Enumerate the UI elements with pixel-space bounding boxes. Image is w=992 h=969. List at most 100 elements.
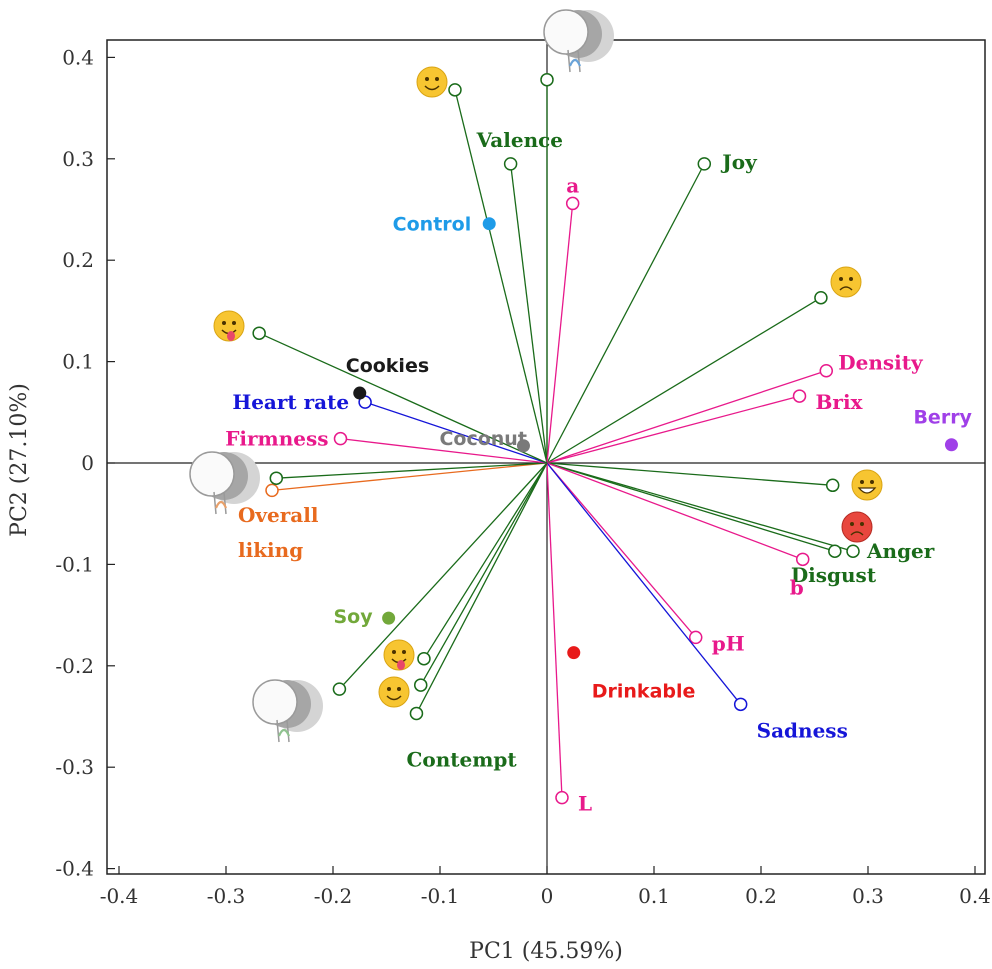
vector-line-vector-23 xyxy=(258,332,548,464)
vector-line-b xyxy=(546,462,803,560)
vector-marker-vector-18 xyxy=(332,682,347,696)
tongue-emoji xyxy=(213,310,245,342)
vector-marker-brix xyxy=(792,389,807,403)
y-tick-label: -0.3 xyxy=(55,755,94,779)
wink-tongue-emoji xyxy=(383,639,415,671)
vector-line-vector-18 xyxy=(338,462,548,690)
vector-label-disgust: Disgust xyxy=(791,563,877,587)
y-tick-label: 0.4 xyxy=(62,45,94,69)
vector-line-anger xyxy=(546,462,854,552)
vector-line-l xyxy=(546,462,563,798)
vector-marker-ph xyxy=(688,630,703,645)
vector-line-firmness xyxy=(340,438,548,464)
x-tick-label: -0.4 xyxy=(100,884,139,908)
vector-line-ph xyxy=(546,462,697,638)
y-tick-label: 0.1 xyxy=(62,350,94,374)
x-tick-label: 0.3 xyxy=(852,884,884,908)
x-tick-label: -0.1 xyxy=(421,884,460,908)
vector-line-density xyxy=(546,370,827,464)
sample-label-control: Control xyxy=(393,214,472,236)
vector-marker-contempt xyxy=(409,706,424,721)
vector-marker-b xyxy=(795,552,810,567)
vector-line-disgust xyxy=(546,462,836,552)
vector-label-anger: Anger xyxy=(866,539,935,563)
vector-label-liking: liking xyxy=(238,538,303,562)
vector-label-firmness: Firmness xyxy=(225,427,328,451)
vector-marker-joy xyxy=(697,157,712,171)
y-axis-title: PC2 (27.10%) xyxy=(7,383,32,537)
sample-point-berry xyxy=(944,438,958,452)
vector-marker-vector-5 xyxy=(814,290,828,305)
sample-label-berry: Berry xyxy=(913,407,972,429)
vector-line-joy xyxy=(546,163,705,464)
vector-marker-vector-1 xyxy=(448,83,462,97)
vector-marker-density xyxy=(819,363,834,378)
y-tick-label: -0.2 xyxy=(55,654,94,678)
sample-label-coconut: Coconut xyxy=(439,428,526,450)
angry-emoji xyxy=(841,511,873,543)
vector-line-vector-1 xyxy=(454,89,548,464)
smirk-emoji xyxy=(378,676,410,708)
vector-label-heart-rate: Heart rate xyxy=(232,390,349,414)
sample-point-drinkable xyxy=(567,646,581,660)
vector-line-vector-8 xyxy=(546,462,833,486)
sample-point-coconut xyxy=(516,439,530,453)
x-tick-label: -0.2 xyxy=(314,884,353,908)
emoji-markers xyxy=(213,66,883,708)
y-tick-label: 0.2 xyxy=(62,248,94,272)
sample-point-cookies xyxy=(353,386,367,400)
vector-marker-vector-20 xyxy=(269,471,284,485)
vector-marker-vector-16 xyxy=(413,678,428,692)
vector-label-brix: Brix xyxy=(816,390,864,414)
vector-label-sadness: Sadness xyxy=(757,718,848,742)
vector-line-overall-liking xyxy=(271,462,548,492)
vector-line-heart-rate xyxy=(364,401,548,464)
vector-label-valence: Valence xyxy=(476,128,563,152)
vector-label-ph: pH xyxy=(712,631,745,655)
sad-emoji xyxy=(830,266,862,298)
head-icons xyxy=(189,9,614,743)
vector-marker-disgust xyxy=(828,544,842,558)
vector-marker-vector-8 xyxy=(825,478,840,493)
vector-marker-overall-liking xyxy=(265,483,279,498)
y-tick-label: -0.1 xyxy=(55,552,94,576)
head-icon-bottom-left xyxy=(252,679,323,743)
x-tick-label: 0.1 xyxy=(638,884,670,908)
sample-label-drinkable: Drinkable xyxy=(592,681,696,703)
happy-emoji xyxy=(416,66,448,98)
vector-line-vector-17 xyxy=(423,462,548,660)
vector-marker-anger xyxy=(846,544,860,558)
head-icon-top xyxy=(543,9,614,73)
sample-label-cookies: Cookies xyxy=(346,355,429,377)
vector-marker-l xyxy=(555,790,569,805)
y-tick-label: -0.4 xyxy=(55,857,94,881)
vector-label-joy: Joy xyxy=(720,150,758,174)
axis-ticks: -0.4 -0.3 -0.2 -0.1 0 0.1 0.2 0.3 0.4 0.4 0.3 0.2 0.… xyxy=(55,45,990,908)
x-tick-label: 0 xyxy=(541,884,554,908)
x-axis-title: PC1 (45.59%) xyxy=(469,939,623,964)
y-tick-label: 0 xyxy=(81,451,94,475)
head-icon-left xyxy=(189,451,260,515)
grin-emoji xyxy=(851,469,883,501)
vector-line-brix xyxy=(546,395,800,464)
vector-marker-vector-17 xyxy=(417,651,431,666)
vector-label-l: L xyxy=(578,792,592,816)
y-tick-label: 0.3 xyxy=(62,147,94,171)
vector-label-b: b xyxy=(790,575,804,599)
x-tick-label: 0.2 xyxy=(745,884,777,908)
sample-point-control xyxy=(482,217,496,231)
vector-line-contempt xyxy=(415,462,548,714)
vector-marker-a xyxy=(565,196,580,211)
vector-label-a: a xyxy=(566,173,579,197)
vector-line-a xyxy=(546,203,574,464)
x-tick-label: 0.4 xyxy=(959,884,991,908)
vector-line-sadness xyxy=(546,462,742,705)
sample-points: Control Cookies Coconut Berry Soy Drinkable xyxy=(334,214,973,703)
vector-line-vector-5 xyxy=(546,297,822,464)
vector-label-density: Density xyxy=(838,351,924,375)
vector-label-contempt: Contempt xyxy=(406,747,517,771)
vector-marker-sadness xyxy=(733,697,748,712)
vector-line-valence xyxy=(509,163,548,464)
